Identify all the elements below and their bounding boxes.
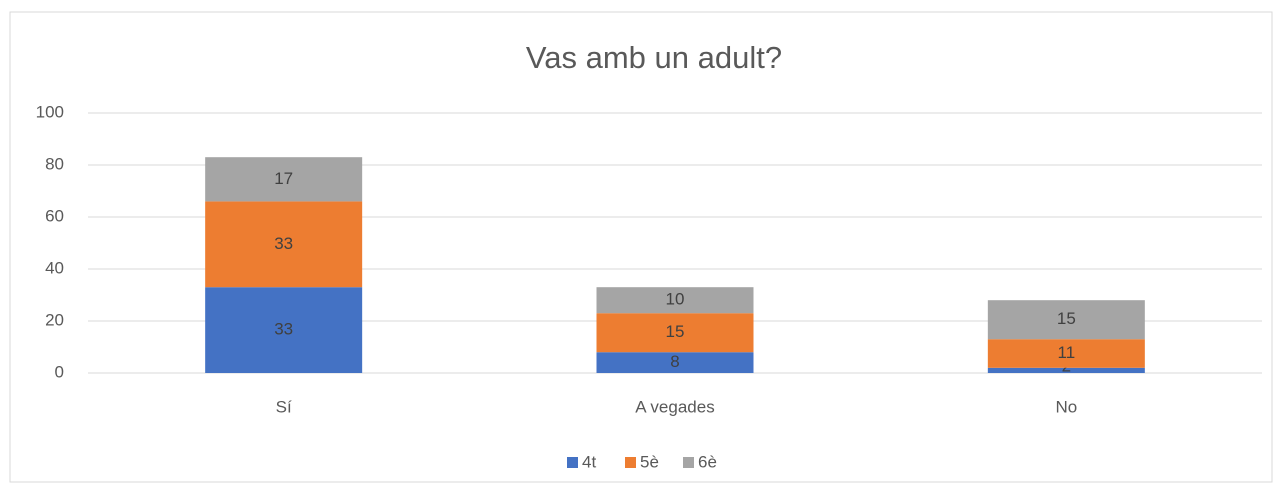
bar-segment xyxy=(205,157,363,202)
data-label: 10 xyxy=(666,290,685,309)
data-label: 15 xyxy=(1057,309,1076,328)
y-tick-label: 20 xyxy=(45,310,64,329)
x-tick-label: No xyxy=(1055,397,1077,416)
bar-segment xyxy=(596,352,754,373)
bar-segment xyxy=(987,339,1145,368)
bar-segment xyxy=(205,287,363,373)
legend-label: 6è xyxy=(698,452,717,471)
data-label: 15 xyxy=(666,322,685,341)
legend-swatch xyxy=(683,457,694,468)
bar-segment xyxy=(596,313,754,353)
y-tick-label: 60 xyxy=(45,206,64,225)
bar-segment xyxy=(596,287,754,314)
bar-segment xyxy=(205,201,363,288)
data-label: 33 xyxy=(274,320,293,339)
y-tick-label: 0 xyxy=(55,362,64,381)
legend-swatch xyxy=(567,457,578,468)
y-tick-label: 80 xyxy=(45,154,64,173)
legend-swatch xyxy=(625,457,636,468)
y-tick-label: 40 xyxy=(45,258,64,277)
data-label: 11 xyxy=(1058,343,1076,362)
chart-title: Vas amb un adult? xyxy=(526,40,782,75)
y-tick-label: 100 xyxy=(36,102,64,121)
x-tick-label: Sí xyxy=(276,397,292,416)
legend-label: 4t xyxy=(582,452,596,471)
data-label: 17 xyxy=(274,169,293,188)
bar-segment xyxy=(987,367,1145,373)
bar-segment xyxy=(987,300,1145,340)
legend-label: 5è xyxy=(640,452,659,471)
x-tick-label: A vegades xyxy=(635,397,714,416)
data-label: 33 xyxy=(274,234,293,253)
data-label: 8 xyxy=(670,352,679,371)
